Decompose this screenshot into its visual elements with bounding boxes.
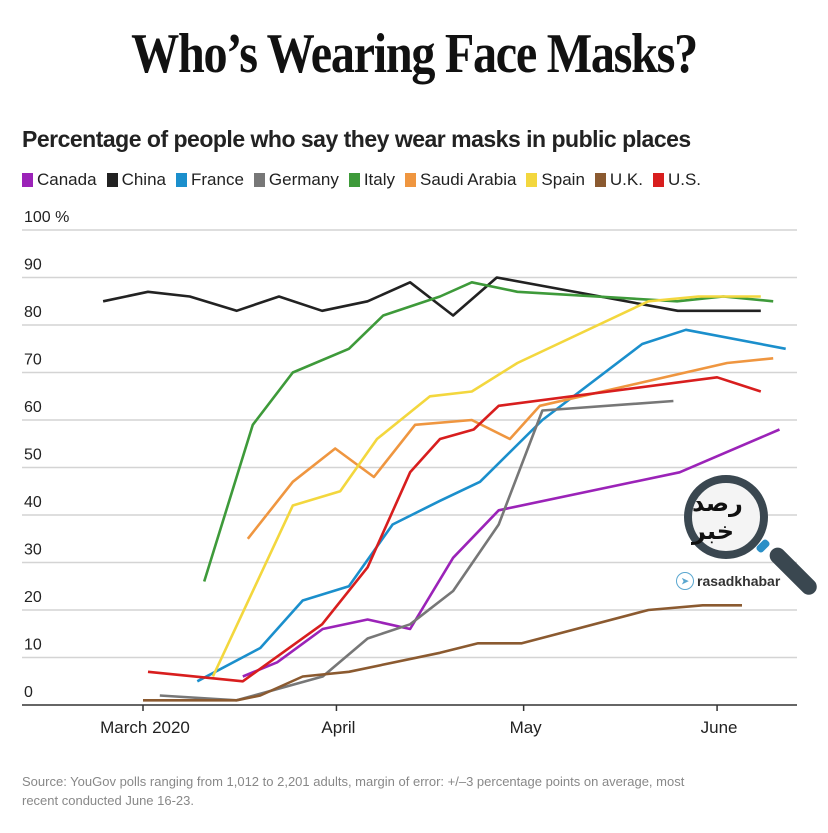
legend-swatch [175,173,187,187]
legend-label: U.S. [667,170,702,189]
y-tick-label: 90 [24,257,42,274]
legend-label: Germany [268,170,339,189]
x-tick-label: May [510,718,543,737]
legend-swatch [106,173,118,187]
y-tick-label: 0 [24,684,33,701]
magnifier-logo: رصد خبر [684,475,768,559]
y-tick-label: 10 [24,637,42,654]
y-tick-label: 70 [24,352,42,369]
y-tick-label: 50 [24,447,42,464]
legend-swatch [526,173,538,187]
y-tick-label: 20 [24,589,42,606]
legend-item: Germany [253,170,339,190]
legend-swatch [652,173,664,187]
legend-item: China [106,170,166,190]
series-line-china [102,276,761,317]
telegram-icon: ➤ [676,572,694,590]
y-tick-label: 80 [24,304,42,321]
watermark-handle: ➤ rasadkhabar [676,572,780,590]
legend-label: U.K. [609,170,643,189]
legend-label: Saudi Arabia [420,170,517,189]
legend-item: U.S. [652,170,702,190]
series-line-saudi-arabia [246,357,774,540]
y-tick-label: 40 [24,494,42,511]
legend-swatch [594,173,606,187]
chart-subtitle: Percentage of people who say they wear m… [22,126,691,152]
legend-label: Spain [541,170,585,189]
source-note: Source: YouGov polls ranging from 1,012 … [22,774,685,808]
chart-title: Who’s Wearing Face Masks? [131,23,698,85]
series-line-france [196,328,786,683]
watermark-handle-text: rasadkhabar [697,573,781,589]
y-tick-label: 30 [24,542,42,559]
logo-text: رصد خبر [692,489,743,545]
legend-item: Italy [348,170,396,190]
series-line-canada [242,428,781,678]
legend-item: U.K. [594,170,643,190]
watermark: رصد خبر ➤ rasadkhabar [672,470,822,610]
x-tick-label: April [321,718,355,737]
y-tick-label: 100 % [24,209,69,226]
legend-item: Saudi Arabia [405,170,516,190]
series-line-italy [202,280,774,582]
legend-swatch [22,173,33,187]
legend-swatch [253,173,265,187]
series-line-u-k [143,603,742,702]
series-line-spain [211,295,761,678]
legend-swatch [348,173,360,187]
legend-item: Canada [22,170,97,190]
legend-label: China [121,170,166,189]
legend: Canada China France Germany Italy Saudi Arabi… [22,170,701,190]
x-tick-label: March 2020 [100,718,190,737]
y-tick-label: 60 [24,399,42,416]
series-line-u-s [147,375,762,683]
x-tick-label: June [701,718,738,737]
legend-label: France [190,170,244,189]
legend-item: Spain [526,170,585,190]
legend-label: Canada [37,170,97,189]
legend-label: Italy [363,170,396,189]
legend-swatch [405,173,417,187]
legend-item: France [175,170,244,190]
series-line-germany [159,399,674,702]
